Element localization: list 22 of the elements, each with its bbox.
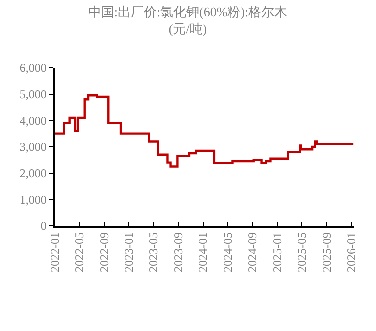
y-tick-label: 5,000	[20, 88, 47, 102]
y-tick-label: 3,000	[20, 140, 47, 154]
x-tick-label: 2025-01	[270, 232, 285, 273]
x-tick-label: 2024-09	[246, 232, 260, 273]
y-tick-label: 0	[40, 219, 47, 234]
x-tick-label: 2023-05	[146, 232, 160, 273]
x-tick-label: 2022-09	[97, 232, 112, 273]
x-tick-label: 2025-09	[320, 232, 334, 273]
x-tick-label: 2023-09	[171, 232, 186, 273]
x-tick-label: 2022-01	[48, 232, 62, 273]
y-tick-label: 1,000	[20, 192, 47, 207]
x-tick-label: 2022-05	[72, 232, 86, 273]
x-tick-label: 2026-01	[344, 232, 359, 273]
y-tick-label: 6,000	[20, 61, 47, 76]
chart-subtitle: (元/吨)	[168, 21, 208, 36]
x-tick-label: 2023-01	[122, 232, 136, 273]
x-tick-label: 2024-05	[220, 232, 235, 273]
chart-title: 中国:出厂价:氯化钾(60%粉):格尔木	[88, 4, 288, 20]
y-tick-label: 2,000	[20, 166, 47, 181]
x-tick-label: 2024-01	[196, 232, 210, 273]
y-tick-label: 4,000	[20, 114, 47, 128]
x-tick-label: 2025-05	[294, 232, 309, 273]
